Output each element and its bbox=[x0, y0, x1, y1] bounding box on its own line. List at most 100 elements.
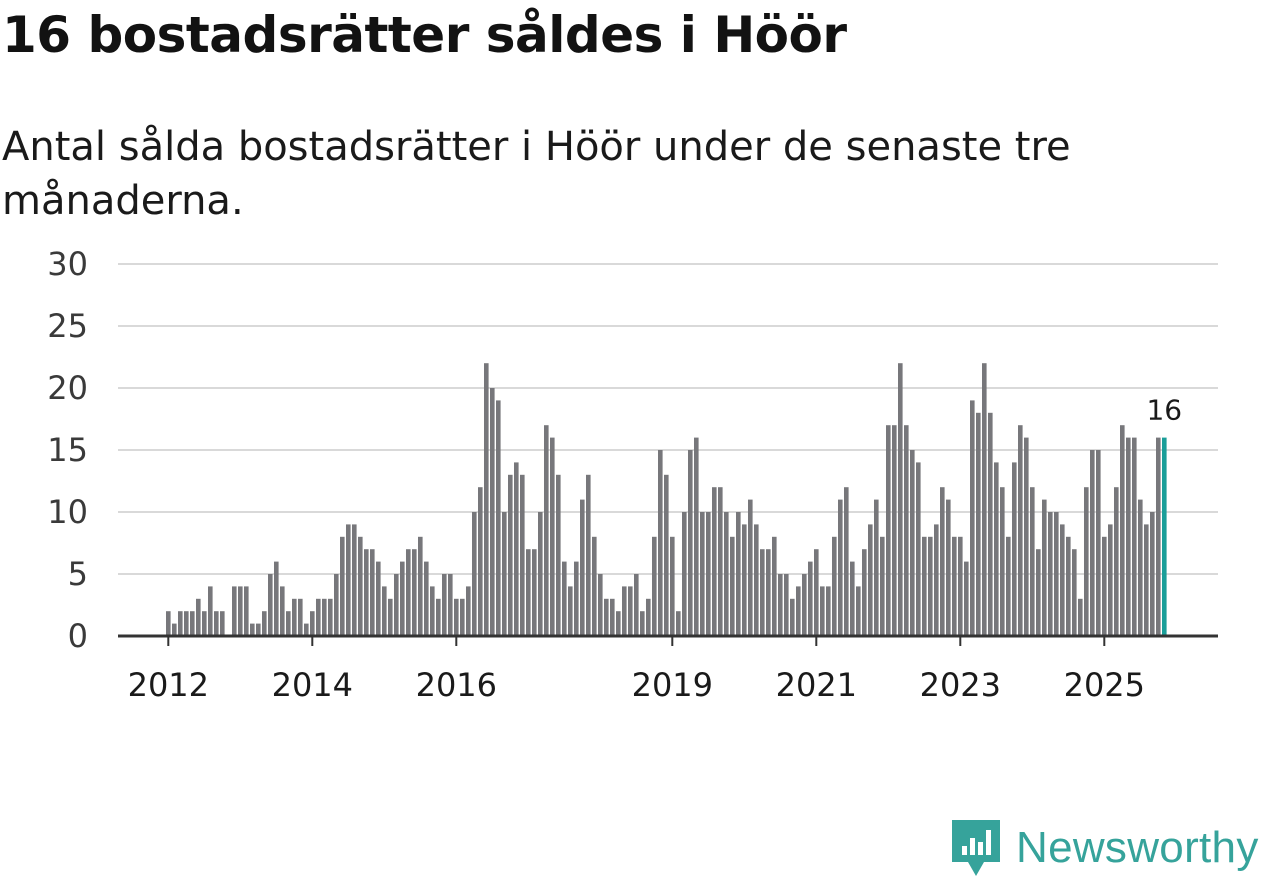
bar bbox=[970, 400, 975, 636]
bar bbox=[802, 574, 807, 636]
bar bbox=[1120, 425, 1125, 636]
bar bbox=[220, 611, 225, 636]
bar bbox=[322, 598, 327, 636]
bar bbox=[844, 487, 849, 636]
bar bbox=[820, 586, 825, 636]
bar bbox=[646, 598, 651, 636]
bar bbox=[1090, 450, 1095, 636]
bar bbox=[934, 524, 939, 636]
bar bbox=[724, 512, 729, 636]
bar bbox=[622, 586, 627, 636]
bar bbox=[1096, 450, 1101, 636]
bar bbox=[922, 536, 927, 636]
bar bbox=[832, 536, 837, 636]
bar bbox=[616, 611, 621, 636]
bar bbox=[514, 462, 519, 636]
bar bbox=[808, 561, 813, 636]
bar bbox=[256, 623, 261, 636]
bar bbox=[1114, 487, 1119, 636]
bar bbox=[268, 574, 273, 636]
bar bbox=[766, 549, 771, 636]
data-labels: 16 bbox=[1146, 394, 1182, 427]
x-tick-label: 2014 bbox=[272, 666, 353, 704]
bar bbox=[772, 536, 777, 636]
bar bbox=[364, 549, 369, 636]
y-tick-label: 0 bbox=[68, 617, 88, 655]
bar bbox=[580, 499, 585, 636]
bar bbox=[1006, 536, 1011, 636]
bar bbox=[604, 598, 609, 636]
bar bbox=[262, 611, 267, 636]
bar bbox=[850, 561, 855, 636]
bar bbox=[880, 536, 885, 636]
bar bbox=[490, 388, 495, 636]
bar bbox=[520, 474, 525, 636]
bar bbox=[568, 586, 573, 636]
y-axis-ticks: 0 5 10 15 20 25 30 bbox=[47, 245, 88, 655]
bar bbox=[394, 574, 399, 636]
bar bbox=[742, 524, 747, 636]
bar bbox=[430, 586, 435, 636]
bar bbox=[796, 586, 801, 636]
bar bbox=[1138, 499, 1143, 636]
bar bbox=[958, 536, 963, 636]
bar bbox=[1072, 549, 1077, 636]
newsworthy-logo[interactable]: Newsworthy bbox=[950, 818, 1259, 878]
bars bbox=[166, 363, 1167, 636]
bar-highlight bbox=[1162, 437, 1167, 636]
y-tick-label: 15 bbox=[47, 431, 88, 469]
bar bbox=[1018, 425, 1023, 636]
bar bbox=[1108, 524, 1113, 636]
bar bbox=[1132, 437, 1137, 636]
bar bbox=[910, 450, 915, 636]
bar bbox=[658, 450, 663, 636]
bar bbox=[1150, 512, 1155, 636]
bar bbox=[688, 450, 693, 636]
bar bbox=[484, 363, 489, 636]
bar bbox=[754, 524, 759, 636]
bar bbox=[274, 561, 279, 636]
bar bbox=[334, 574, 339, 636]
bar bbox=[418, 536, 423, 636]
bar bbox=[538, 512, 543, 636]
bar bbox=[1084, 487, 1089, 636]
bar bbox=[1042, 499, 1047, 636]
bar bbox=[250, 623, 255, 636]
bar bbox=[814, 549, 819, 636]
bar bbox=[790, 598, 795, 636]
bar bbox=[358, 536, 363, 636]
bar bbox=[1012, 462, 1017, 636]
bar bbox=[592, 536, 597, 636]
bar bbox=[460, 598, 465, 636]
bar bbox=[976, 412, 981, 636]
bar bbox=[1078, 598, 1083, 636]
x-tick-label: 2025 bbox=[1064, 666, 1145, 704]
bar bbox=[190, 611, 195, 636]
y-tick-label: 25 bbox=[47, 307, 88, 345]
bar bbox=[694, 437, 699, 636]
bar bbox=[676, 611, 681, 636]
y-tick-label: 20 bbox=[47, 369, 88, 407]
gridlines bbox=[118, 263, 1218, 575]
chart-subtitle: Antal sålda bostadsrätter i Höör under d… bbox=[2, 124, 1071, 224]
x-tick-label: 2016 bbox=[416, 666, 497, 704]
bar bbox=[448, 574, 453, 636]
bar bbox=[706, 512, 711, 636]
bar bbox=[1024, 437, 1029, 636]
bar bbox=[994, 462, 999, 636]
y-tick-label: 5 bbox=[68, 555, 88, 593]
bar bbox=[292, 598, 297, 636]
bar bbox=[388, 598, 393, 636]
bar bbox=[208, 586, 213, 636]
bar bbox=[466, 586, 471, 636]
bar bbox=[1060, 524, 1065, 636]
bar bbox=[598, 574, 603, 636]
bar bbox=[826, 586, 831, 636]
bar bbox=[892, 425, 897, 636]
bar bbox=[1144, 524, 1149, 636]
bar bbox=[328, 598, 333, 636]
bar bbox=[778, 574, 783, 636]
bar bbox=[244, 586, 249, 636]
bar bbox=[712, 487, 717, 636]
bar bbox=[700, 512, 705, 636]
